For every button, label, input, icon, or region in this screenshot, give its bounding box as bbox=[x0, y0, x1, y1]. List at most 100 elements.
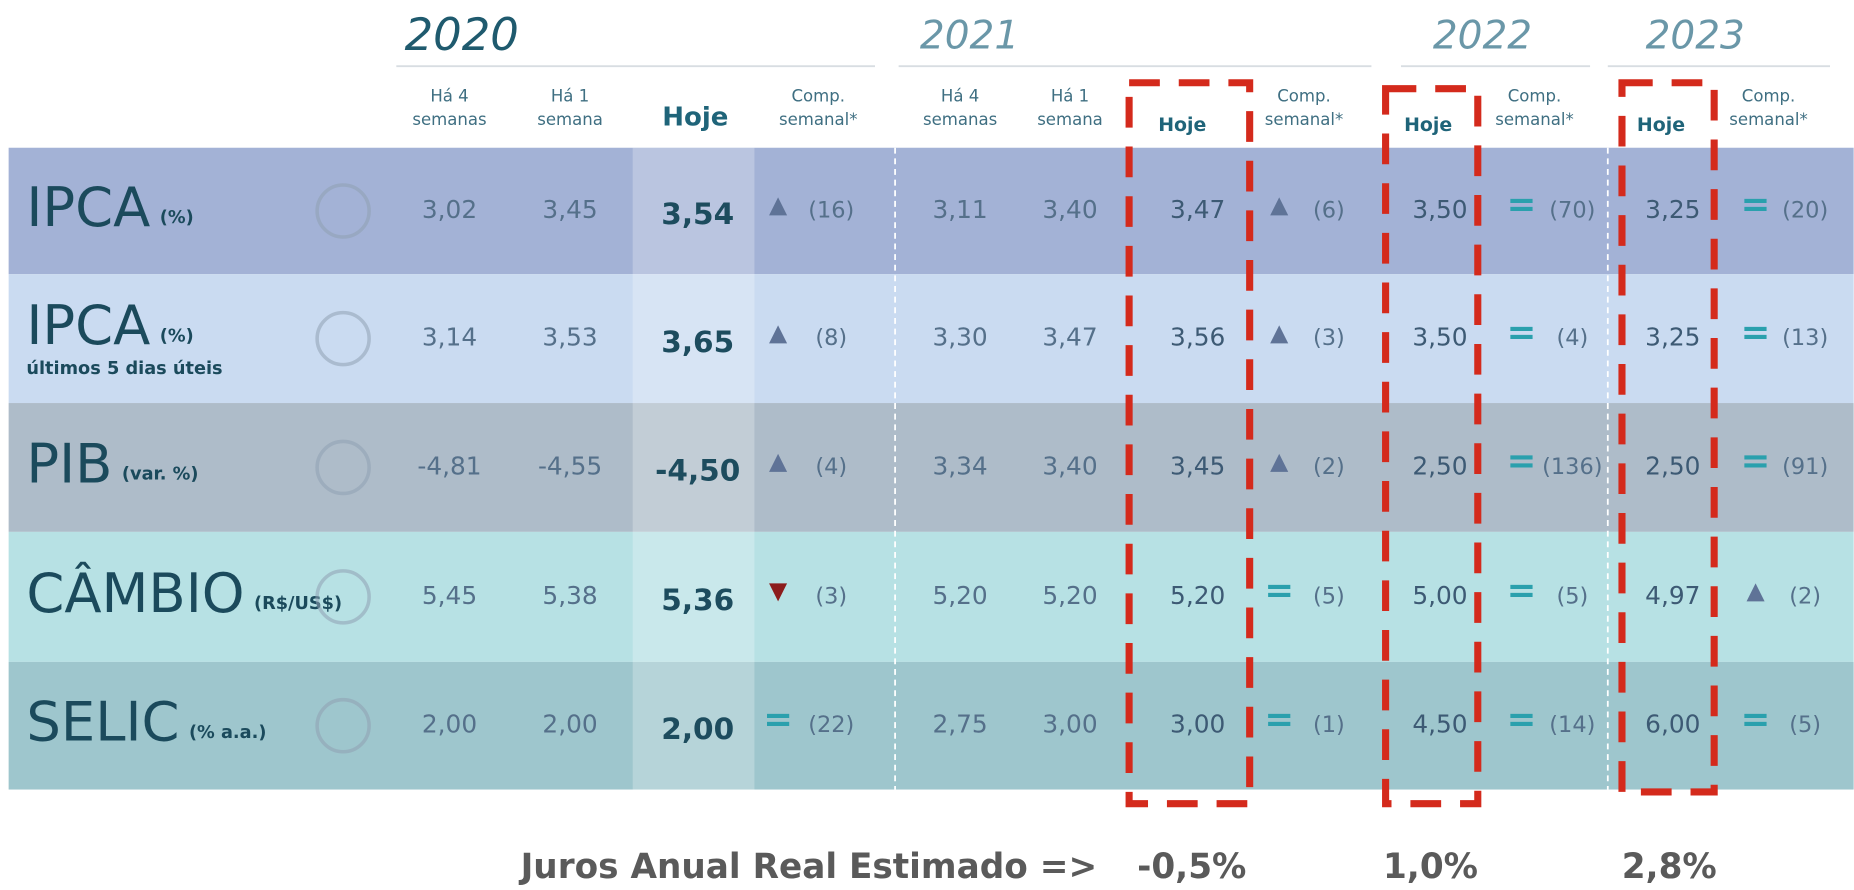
cell-value: 2,50 bbox=[1412, 451, 1467, 480]
column-header: Há 1 bbox=[551, 86, 589, 105]
cell-value: (5) bbox=[1789, 712, 1821, 738]
trend-symbol: ▲ bbox=[769, 318, 788, 346]
cell-value: (14) bbox=[1549, 712, 1595, 738]
row-note: últimos 5 dias úteis bbox=[26, 359, 222, 379]
cell-value: 3,53 bbox=[542, 323, 597, 352]
trend-symbol: ▲ bbox=[769, 191, 788, 219]
cell-value: (1) bbox=[1313, 712, 1345, 738]
trend-symbol: = bbox=[1507, 441, 1537, 482]
trend-symbol: = bbox=[1264, 570, 1294, 611]
column-header: semanal* bbox=[1495, 110, 1573, 129]
column-header: Hoje bbox=[1158, 114, 1206, 136]
footer-value: -0,5% bbox=[1137, 847, 1246, 887]
row-name: IPCA bbox=[26, 176, 150, 239]
cell-value: 3,14 bbox=[422, 323, 477, 352]
cell-value: 5,38 bbox=[542, 581, 597, 610]
row-unit: (R$/US$) bbox=[254, 594, 342, 614]
trend-symbol: = bbox=[1741, 699, 1771, 740]
footer-label: Juros Anual Real Estimado => bbox=[519, 847, 1098, 887]
cell-value: 3,47 bbox=[1042, 323, 1097, 352]
cell-value: (2) bbox=[1789, 583, 1821, 609]
cell-value: (6) bbox=[1313, 197, 1345, 223]
cell-value: -4,55 bbox=[538, 451, 602, 480]
trend-symbol: ▲ bbox=[1270, 318, 1289, 346]
trend-symbol: = bbox=[1507, 570, 1537, 611]
cell-value: 3,34 bbox=[932, 451, 987, 480]
trend-symbol: ▲ bbox=[1270, 447, 1289, 475]
footer-value: 1,0% bbox=[1383, 847, 1478, 887]
trend-symbol: = bbox=[1741, 441, 1771, 482]
cell-value: 5,45 bbox=[422, 581, 477, 610]
column-header: Há 4 bbox=[430, 86, 468, 105]
cell-value: (5) bbox=[1556, 583, 1588, 609]
year-label: 2020 bbox=[405, 8, 519, 61]
footer-value: 2,8% bbox=[1622, 847, 1717, 887]
cell-value: (91) bbox=[1782, 454, 1828, 480]
trend-symbol: = bbox=[1507, 699, 1537, 740]
trend-symbol: ▲ bbox=[1746, 577, 1765, 605]
cell-value: (3) bbox=[1313, 325, 1345, 351]
column-header: Hoje bbox=[662, 103, 728, 133]
column-header: Hoje bbox=[1637, 114, 1685, 136]
trend-symbol: ▼ bbox=[769, 577, 788, 605]
column-header: semanas bbox=[923, 110, 997, 129]
cell-value: 3,00 bbox=[1170, 710, 1225, 739]
cell-value: 5,20 bbox=[1042, 581, 1097, 610]
cell-value: -4,50 bbox=[655, 454, 740, 488]
row-unit: (var. %) bbox=[122, 465, 199, 485]
row-name: CÂMBIO bbox=[26, 561, 244, 625]
cell-value: 3,45 bbox=[542, 195, 597, 224]
cell-value: (22) bbox=[808, 712, 854, 738]
row-unit: (% a.a.) bbox=[189, 723, 266, 743]
cell-value: (16) bbox=[808, 197, 854, 223]
row-unit: (%) bbox=[160, 326, 194, 346]
column-header: Comp. bbox=[1508, 86, 1562, 105]
trend-symbol: ▲ bbox=[769, 447, 788, 475]
column-header: semana bbox=[1037, 110, 1103, 129]
trend-symbol: ▲ bbox=[1270, 191, 1289, 219]
cell-value: 4,50 bbox=[1412, 710, 1467, 739]
trend-symbol: = bbox=[1741, 184, 1771, 225]
cell-value: 2,75 bbox=[932, 710, 987, 739]
focus-table: 2020202120222023Há 4semanasHá 1semanaHoj… bbox=[0, 0, 1854, 890]
cell-value: 3,25 bbox=[1645, 323, 1700, 352]
column-header: Hoje bbox=[1404, 114, 1452, 136]
cell-value: (2) bbox=[1313, 454, 1345, 480]
column-header: Comp. bbox=[1742, 86, 1796, 105]
trend-symbol: = bbox=[1507, 184, 1537, 225]
trend-symbol: = bbox=[1507, 312, 1537, 353]
cell-value: -4,81 bbox=[417, 451, 481, 480]
year-label: 2022 bbox=[1433, 13, 1532, 58]
row-name: IPCA bbox=[26, 294, 150, 357]
cell-value: (4) bbox=[815, 454, 847, 480]
cell-value: 3,50 bbox=[1412, 323, 1467, 352]
column-header: semanal* bbox=[1729, 110, 1807, 129]
cell-value: 3,40 bbox=[1042, 451, 1097, 480]
trend-symbol: = bbox=[763, 699, 793, 740]
cell-value: (70) bbox=[1549, 197, 1595, 223]
cell-value: 3,65 bbox=[661, 325, 734, 359]
year-label: 2023 bbox=[1646, 13, 1745, 58]
cell-value: (5) bbox=[1313, 583, 1345, 609]
column-header: semanal* bbox=[1265, 110, 1343, 129]
cell-value: (4) bbox=[1556, 325, 1588, 351]
cell-value: 4,97 bbox=[1645, 581, 1700, 610]
cell-value: (20) bbox=[1782, 197, 1828, 223]
row-unit: (%) bbox=[160, 208, 194, 228]
cell-value: (3) bbox=[815, 583, 847, 609]
column-header: Comp. bbox=[1277, 86, 1331, 105]
cell-value: 3,00 bbox=[1042, 710, 1097, 739]
column-header: semanas bbox=[412, 110, 486, 129]
cell-value: 3,40 bbox=[1042, 195, 1097, 224]
cell-value: 2,00 bbox=[542, 710, 597, 739]
cell-value: 3,54 bbox=[661, 197, 734, 231]
cell-value: 2,50 bbox=[1645, 451, 1700, 480]
column-header: semana bbox=[537, 110, 603, 129]
cell-value: 5,36 bbox=[661, 583, 734, 617]
cell-value: 3,47 bbox=[1170, 195, 1225, 224]
cell-value: 3,50 bbox=[1412, 195, 1467, 224]
cell-value: 3,30 bbox=[932, 323, 987, 352]
trend-symbol: = bbox=[1741, 312, 1771, 353]
column-header: Há 1 bbox=[1051, 86, 1089, 105]
cell-value: 5,00 bbox=[1412, 581, 1467, 610]
